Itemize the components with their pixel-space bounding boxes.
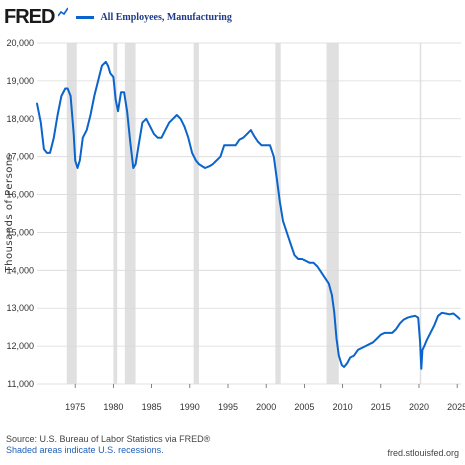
x-axis: 1975 1980 1985 1990 1995 2000 2005 2010 2015 2020… <box>65 384 465 412</box>
site-link[interactable]: fred.stlouisfed.org <box>387 448 459 458</box>
x-tick-label-3: 1990 <box>180 402 200 412</box>
gridlines <box>37 42 461 385</box>
x-tick-label-4: 1995 <box>218 402 238 412</box>
x-tick-label-1: 1980 <box>103 402 123 412</box>
y-tick-label-2: 13,000 <box>6 303 34 313</box>
fred-logo[interactable]: FRED <box>4 6 55 28</box>
recession-band-5 <box>326 43 339 384</box>
y-tick-label-4: 15,000 <box>6 227 34 237</box>
recession-band-4 <box>275 43 281 384</box>
y-axis: 11,000 12,000 13,000 14,000 15,000 16,000 17,0… <box>6 38 34 389</box>
fred-trend-icon <box>58 7 69 17</box>
recession-band-0 <box>66 43 77 384</box>
y-tick-label-5: 16,000 <box>6 190 34 200</box>
chart-header: FRED All Employees, Manufacturing <box>4 4 232 30</box>
legend-swatch <box>76 15 95 19</box>
recession-band-6 <box>419 43 422 384</box>
x-tick-label-2: 1985 <box>142 402 162 412</box>
recession-band-2 <box>124 43 136 384</box>
y-tick-label-1: 12,000 <box>6 341 34 351</box>
x-tick-label-10: 2025 <box>447 402 465 412</box>
x-tick-label-7: 2010 <box>333 402 353 412</box>
recession-band-1 <box>113 43 118 384</box>
series-line-0 <box>36 60 461 370</box>
y-tick-label-7: 18,000 <box>6 114 34 124</box>
y-tick-label-6: 17,000 <box>6 152 34 162</box>
recession-band-3 <box>193 43 199 384</box>
series-layer <box>36 60 461 370</box>
y-tick-label-8: 19,000 <box>6 76 34 86</box>
footer-source: Source: U.S. Bureau of Labor Statistics … <box>6 434 210 456</box>
x-tick-label-0: 1975 <box>65 402 85 412</box>
x-tick-label-8: 2015 <box>371 402 391 412</box>
source-note: Source: U.S. Bureau of Labor Statistics … <box>6 434 211 444</box>
recession-shading <box>66 43 422 384</box>
x-tick-label-9: 2020 <box>409 402 429 412</box>
x-tick-label-6: 2005 <box>294 402 314 412</box>
y-tick-label-9: 20,000 <box>6 38 34 48</box>
y-tick-label-0: 11,000 <box>7 379 34 389</box>
y-axis-title: Thousands of Persons <box>4 154 15 274</box>
recession-note-link[interactable]: Shaded areas indicate U.S. recessions. <box>6 445 164 455</box>
y-tick-label-3: 14,000 <box>6 265 34 275</box>
x-tick-label-5: 2000 <box>256 402 276 412</box>
legend-label: All Employees, Manufacturing <box>100 11 232 23</box>
